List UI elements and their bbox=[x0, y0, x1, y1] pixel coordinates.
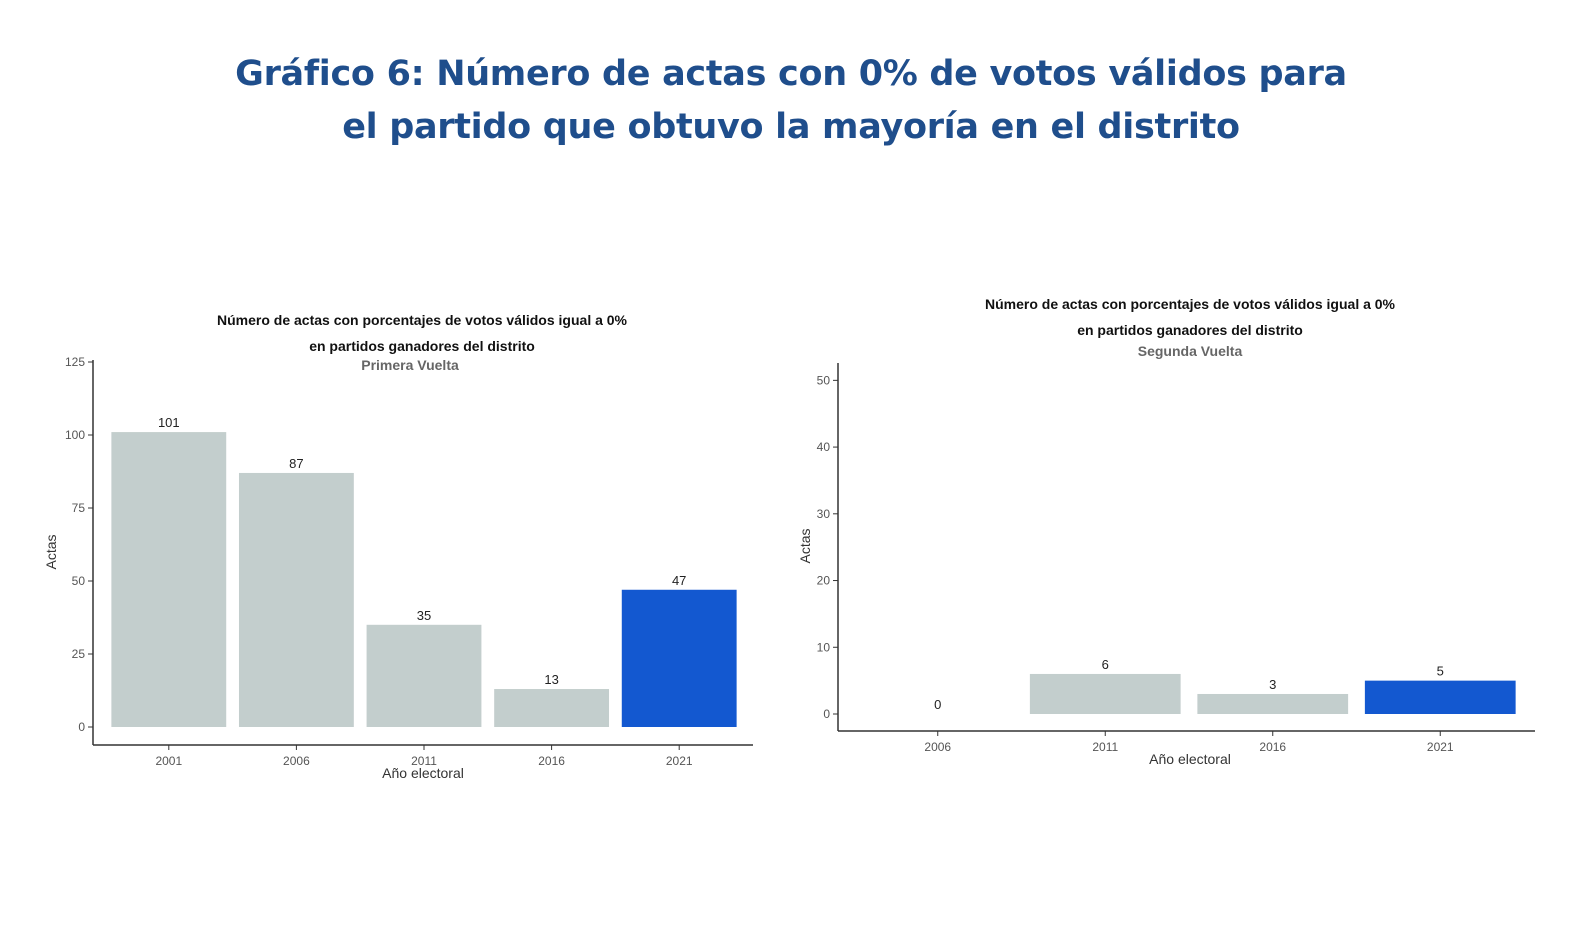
bar-2021 bbox=[621, 589, 737, 727]
y-tick-label: 125 bbox=[65, 355, 85, 369]
y-tick-label: 25 bbox=[72, 647, 86, 661]
y-tick-label: 50 bbox=[817, 373, 831, 387]
bar-2016 bbox=[494, 689, 610, 727]
y-tick-label: 0 bbox=[78, 720, 85, 734]
page-title-line-2: el partido que obtuvo la mayoría en el d… bbox=[342, 107, 1240, 147]
x-axis-label: Año electoral bbox=[1149, 751, 1231, 767]
chart-primera-vuelta: Número de actas con porcentajes de votos… bbox=[43, 312, 753, 781]
x-tick-label-2006: 2006 bbox=[283, 754, 310, 768]
data-label-2021: 47 bbox=[672, 573, 686, 588]
data-label-2006: 87 bbox=[289, 456, 303, 471]
data-label-2016: 13 bbox=[544, 672, 558, 687]
data-label-2016: 3 bbox=[1269, 677, 1276, 692]
y-tick-label: 100 bbox=[65, 428, 85, 442]
y-tick-label: 0 bbox=[823, 707, 830, 721]
bar-2001 bbox=[111, 432, 227, 727]
chart-title-line-2: en partidos ganadores del distrito bbox=[309, 338, 535, 354]
page-title-line-1: Gráfico 6: Número de actas con 0% de vot… bbox=[235, 54, 1347, 94]
page-title: Gráfico 6: Número de actas con 0% de vot… bbox=[0, 48, 1582, 154]
data-label-2021: 5 bbox=[1437, 664, 1444, 679]
chart-title-line-1: Número de actas con porcentajes de votos… bbox=[217, 312, 628, 328]
data-label-2006: 0 bbox=[934, 697, 941, 712]
bar-2011 bbox=[1029, 673, 1181, 714]
data-label-2011: 6 bbox=[1102, 657, 1109, 672]
x-tick-label-2016: 2016 bbox=[1259, 740, 1286, 754]
x-tick-label-2016: 2016 bbox=[538, 754, 565, 768]
chart-segunda-vuelta: Número de actas con porcentajes de votos… bbox=[797, 296, 1535, 767]
bar-2006 bbox=[238, 472, 354, 727]
chart-title-line-1: Número de actas con porcentajes de votos… bbox=[985, 296, 1396, 312]
chart-title-line-2: en partidos ganadores del distrito bbox=[1077, 322, 1303, 338]
y-axis-label: Actas bbox=[43, 534, 59, 569]
bar-2011 bbox=[366, 624, 482, 727]
y-tick-label: 50 bbox=[72, 574, 86, 588]
chart-subtitle: Segunda Vuelta bbox=[1138, 343, 1243, 359]
chart-subtitle: Primera Vuelta bbox=[361, 357, 459, 373]
x-tick-label-2006: 2006 bbox=[924, 740, 951, 754]
x-tick-label-2021: 2021 bbox=[666, 754, 693, 768]
y-axis-label: Actas bbox=[797, 528, 813, 563]
data-label-2011: 35 bbox=[417, 608, 431, 623]
x-axis-label: Año electoral bbox=[382, 765, 464, 781]
x-tick-label-2001: 2001 bbox=[155, 754, 182, 768]
y-tick-label: 30 bbox=[817, 507, 831, 521]
y-tick-label: 40 bbox=[817, 440, 831, 454]
bar-2016 bbox=[1197, 693, 1349, 714]
x-tick-label-2011: 2011 bbox=[1092, 740, 1118, 754]
y-tick-label: 10 bbox=[817, 640, 831, 654]
y-tick-label: 75 bbox=[72, 501, 86, 515]
x-tick-label-2011: 2011 bbox=[411, 754, 437, 768]
data-label-2001: 101 bbox=[158, 415, 180, 430]
bar-2021 bbox=[1364, 680, 1516, 714]
y-tick-label: 20 bbox=[817, 574, 831, 588]
x-tick-label-2021: 2021 bbox=[1427, 740, 1454, 754]
